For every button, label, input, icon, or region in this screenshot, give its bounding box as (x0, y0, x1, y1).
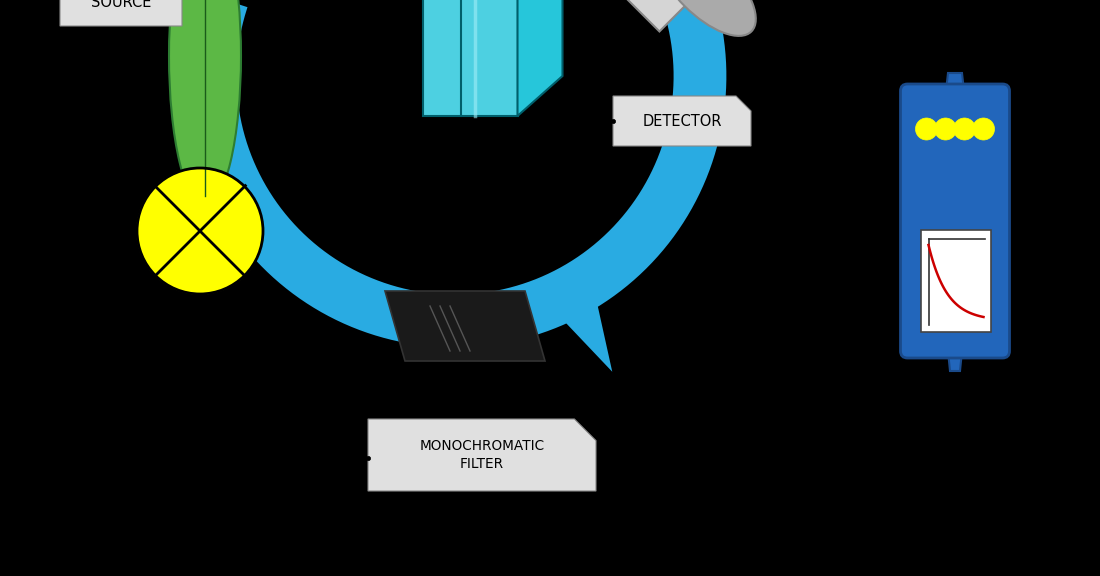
Circle shape (138, 168, 263, 294)
Polygon shape (548, 281, 613, 372)
Circle shape (954, 118, 976, 140)
Polygon shape (385, 291, 544, 361)
Polygon shape (946, 73, 964, 91)
Text: LIGHT
SOURCE: LIGHT SOURCE (91, 0, 151, 10)
Text: DETECTOR: DETECTOR (642, 113, 722, 128)
Circle shape (972, 118, 994, 140)
Polygon shape (560, 0, 751, 32)
Polygon shape (422, 0, 517, 116)
Polygon shape (275, 0, 635, 256)
FancyBboxPatch shape (901, 84, 1010, 358)
Text: MONOCHROMATIC
FILTER: MONOCHROMATIC FILTER (419, 439, 544, 471)
Polygon shape (60, 0, 182, 26)
Ellipse shape (169, 0, 241, 206)
Polygon shape (368, 419, 596, 491)
Polygon shape (948, 351, 962, 371)
Polygon shape (517, 0, 562, 116)
Polygon shape (613, 96, 751, 146)
Circle shape (275, 0, 635, 256)
Ellipse shape (654, 0, 756, 36)
Circle shape (935, 118, 957, 140)
FancyBboxPatch shape (921, 230, 991, 332)
Circle shape (915, 118, 937, 140)
